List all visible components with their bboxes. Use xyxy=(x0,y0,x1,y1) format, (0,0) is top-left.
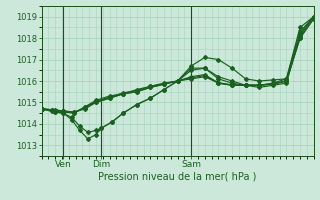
X-axis label: Pression niveau de la mer( hPa ): Pression niveau de la mer( hPa ) xyxy=(99,172,257,182)
